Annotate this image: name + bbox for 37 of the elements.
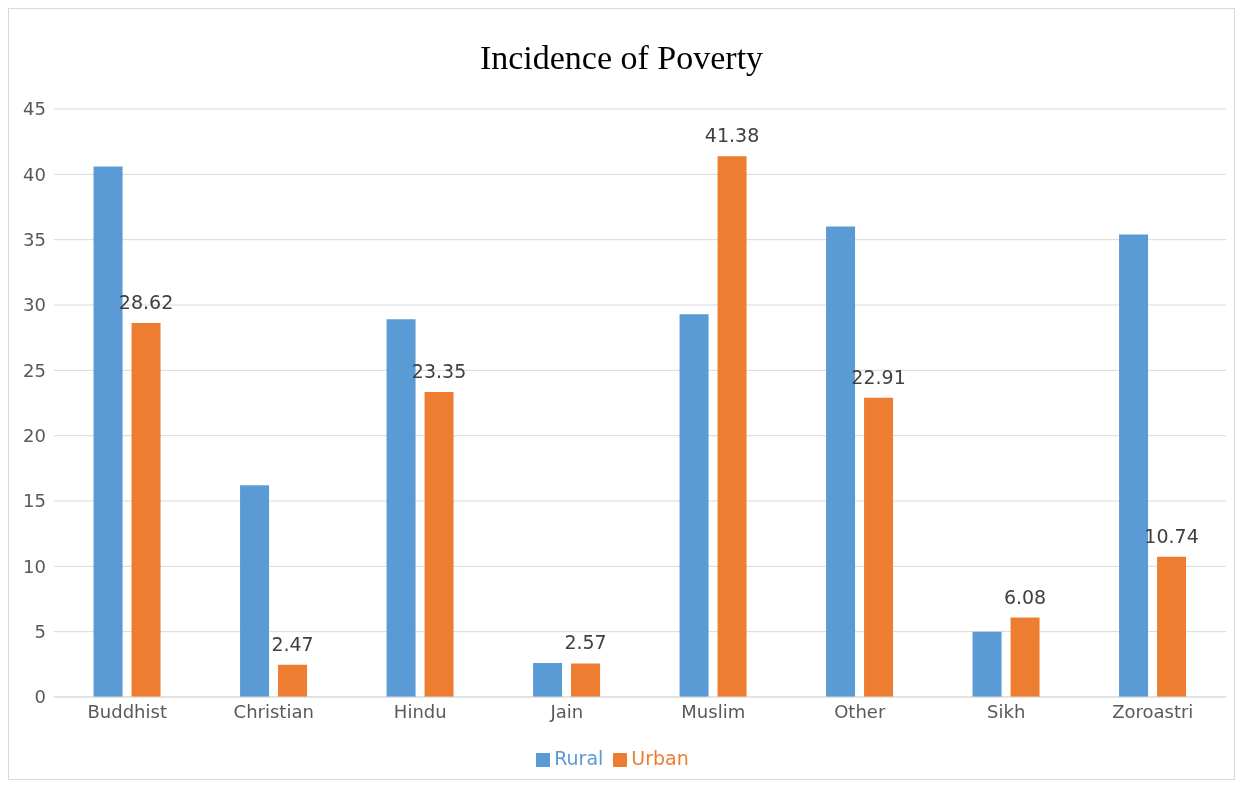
x-tick-label: Buddhist [87, 700, 167, 722]
y-tick-label: 20 [23, 425, 46, 447]
bar [717, 156, 747, 697]
data-label: 41.38 [704, 124, 760, 147]
bar [278, 664, 308, 697]
bar [1157, 556, 1187, 697]
bar [679, 314, 709, 697]
bar [424, 391, 454, 697]
y-tick-label: 45 [23, 98, 46, 120]
y-tick-label: 40 [23, 163, 46, 185]
x-tick-label: Other [834, 700, 886, 722]
chart-title: Incidence of Poverty [478, 39, 765, 78]
x-tick-label: Zoroastri [1112, 700, 1194, 722]
x-tick-label: Sikh [987, 700, 1026, 722]
legend-label: Rural [554, 747, 604, 769]
data-label: 2.57 [564, 631, 607, 654]
y-tick-label: 25 [23, 359, 46, 381]
y-tick-label: 15 [23, 490, 46, 512]
y-tick-label: 30 [23, 294, 46, 316]
x-tick-label: Muslim [681, 700, 746, 722]
y-tick-label: 35 [23, 229, 46, 251]
data-label: 6.08 [1003, 585, 1047, 608]
x-tick-label: Hindu [393, 700, 447, 722]
legend-label: Urban [631, 747, 689, 769]
bar [1010, 617, 1040, 697]
bar [240, 485, 270, 697]
y-tick-label: 5 [34, 621, 46, 643]
data-label: 2.47 [271, 632, 314, 655]
bar [131, 323, 161, 697]
bar [533, 663, 563, 697]
bar [571, 663, 601, 697]
x-tick-label: Jain [549, 700, 584, 722]
y-tick-label: 10 [23, 555, 46, 577]
y-tick-label: 0 [34, 686, 46, 708]
bar [864, 397, 894, 697]
x-tick-label: Christian [233, 700, 314, 722]
bar [972, 631, 1002, 697]
